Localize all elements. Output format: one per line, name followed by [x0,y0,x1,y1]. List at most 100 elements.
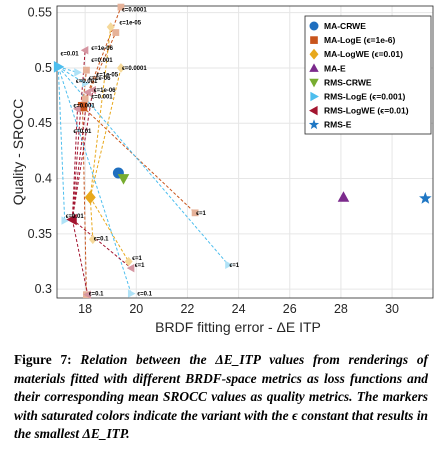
connector-line [71,89,94,220]
data-point [127,289,136,298]
legend-label: RMS-LogE (ϵ=0.001) [324,92,405,102]
y-tick-label: 0.45 [28,116,52,130]
legend-label: MA-LogE (ϵ=1e-6) [324,35,396,45]
caption-label: Figure 7: [14,352,72,367]
y-tick-label: 0.35 [28,227,52,241]
figure-caption: Figure 7: Relation between the ΔE_ITP va… [14,351,428,444]
legend-marker [309,21,319,31]
x-tick-label: 22 [180,302,194,316]
point-label: ϵ=0.01 [66,214,85,220]
connector-line [71,50,86,220]
connector-line [89,197,130,262]
connector-line [89,67,122,198]
data-point [191,209,199,217]
legend-marker [310,36,318,44]
legend-label: MA-LogWE (ϵ=0.01) [324,49,403,59]
legend-box [304,15,432,135]
data-point [74,68,82,77]
point-label: ϵ=0.0001 [122,66,147,72]
data-point [77,101,88,112]
data-point [80,46,89,55]
x-tick-label: 26 [283,302,297,316]
connector-line [58,66,86,84]
plot-frame [56,5,434,299]
data-point [61,216,70,225]
point-label: ϵ=1 [229,263,239,269]
y-axis-title: Quality - SROCC [10,99,26,206]
legend-marker [308,119,320,130]
point-label: ϵ=1e-06 [91,46,113,52]
data-point [116,63,125,73]
point-label: ϵ=0.001 [91,58,113,64]
data-point [124,256,133,267]
legend-marker [309,78,319,88]
x-tick-label: 18 [78,302,92,316]
point-label: ϵ=1 [196,211,206,217]
legend-label: RMS-LogWE (ϵ=0.01) [324,106,409,116]
point-label: ϵ=0.01 [73,129,92,135]
data-point [225,260,233,270]
connector-line [57,66,229,266]
legend-marker [310,91,319,102]
data-point [419,191,432,204]
legend-label: MA-E [324,63,346,73]
point-label: ϵ=0.01 [61,52,80,58]
connector-line [82,32,117,107]
caption-text: Relation between the ΔE_ITP values from … [14,352,428,442]
data-point [126,263,135,273]
y-tick-label: 0.5 [35,61,52,75]
point-label: ϵ=0.001 [91,95,113,101]
legend-label: RMS-CRWE [324,77,372,87]
point-label: ϵ=1e-06 [94,88,116,94]
connector-line [72,219,132,269]
connector-line [89,26,112,198]
point-label: ϵ=0.1 [94,236,109,242]
connector-line [82,106,196,214]
data-point [81,95,89,103]
connector-line [89,197,94,240]
data-point [88,234,97,245]
data-point [53,61,65,73]
y-tick-label: 0.3 [35,282,52,296]
data-point [112,29,120,36]
legend-marker [309,48,319,60]
point-annotations: ϵ=0.0001ϵ=1e-05ϵ=1e-06ϵ=0.001ϵ=0.01ϵ=0.0… [61,7,240,297]
point-label: ϵ=1 [132,256,142,262]
point-label: ϵ=0.1 [89,292,104,298]
data-point [73,104,81,114]
connector-line [71,219,89,295]
data-point [81,79,90,88]
x-tick-label: 30 [385,302,399,316]
data-point [88,85,97,95]
point-label: ϵ=1e-05 [119,21,141,27]
legend-marker [309,63,319,72]
data-point [84,190,96,204]
connector-line [82,106,87,295]
x-tick-label: 28 [334,302,348,316]
point-label: ϵ=1 [135,263,145,269]
point-label: ϵ=1e-05 [96,73,118,79]
data-point [83,66,90,74]
y-tick-label: 0.4 [35,172,52,186]
data-point [117,3,125,11]
x-tick-label: 20 [129,302,143,316]
axes: 18 20 22 24 26 28 30 0.3 0.35 0.4 0.45 0.5 0.55 [28,5,434,316]
x-axis-title: BRDF fitting error - ΔE ITP [155,319,321,335]
data-point [83,290,91,299]
x-tick-label: 24 [232,302,246,316]
scatter-chart: 18 20 22 24 26 28 30 0.3 0.35 0.4 0.45 0.5 0.55 ϵ=0.… [10,3,434,335]
legend: MA-CRWE MA-LogE (ϵ=1e-6) MA-LogWE (ϵ=0.01)… [304,15,432,135]
connector-line [57,66,66,221]
legend-label: RMS-E [324,120,352,130]
data-markers [53,3,432,299]
legend-marker [309,105,318,116]
data-point [337,191,350,202]
connector-line [71,92,89,220]
data-point [106,22,115,32]
point-label: ϵ=0.001 [76,79,98,85]
connector-line [71,108,78,220]
point-label: ϵ=0.1 [137,292,152,298]
data-point [117,174,130,185]
data-point [66,213,77,226]
legend-label: MA-CRWE [324,21,366,31]
